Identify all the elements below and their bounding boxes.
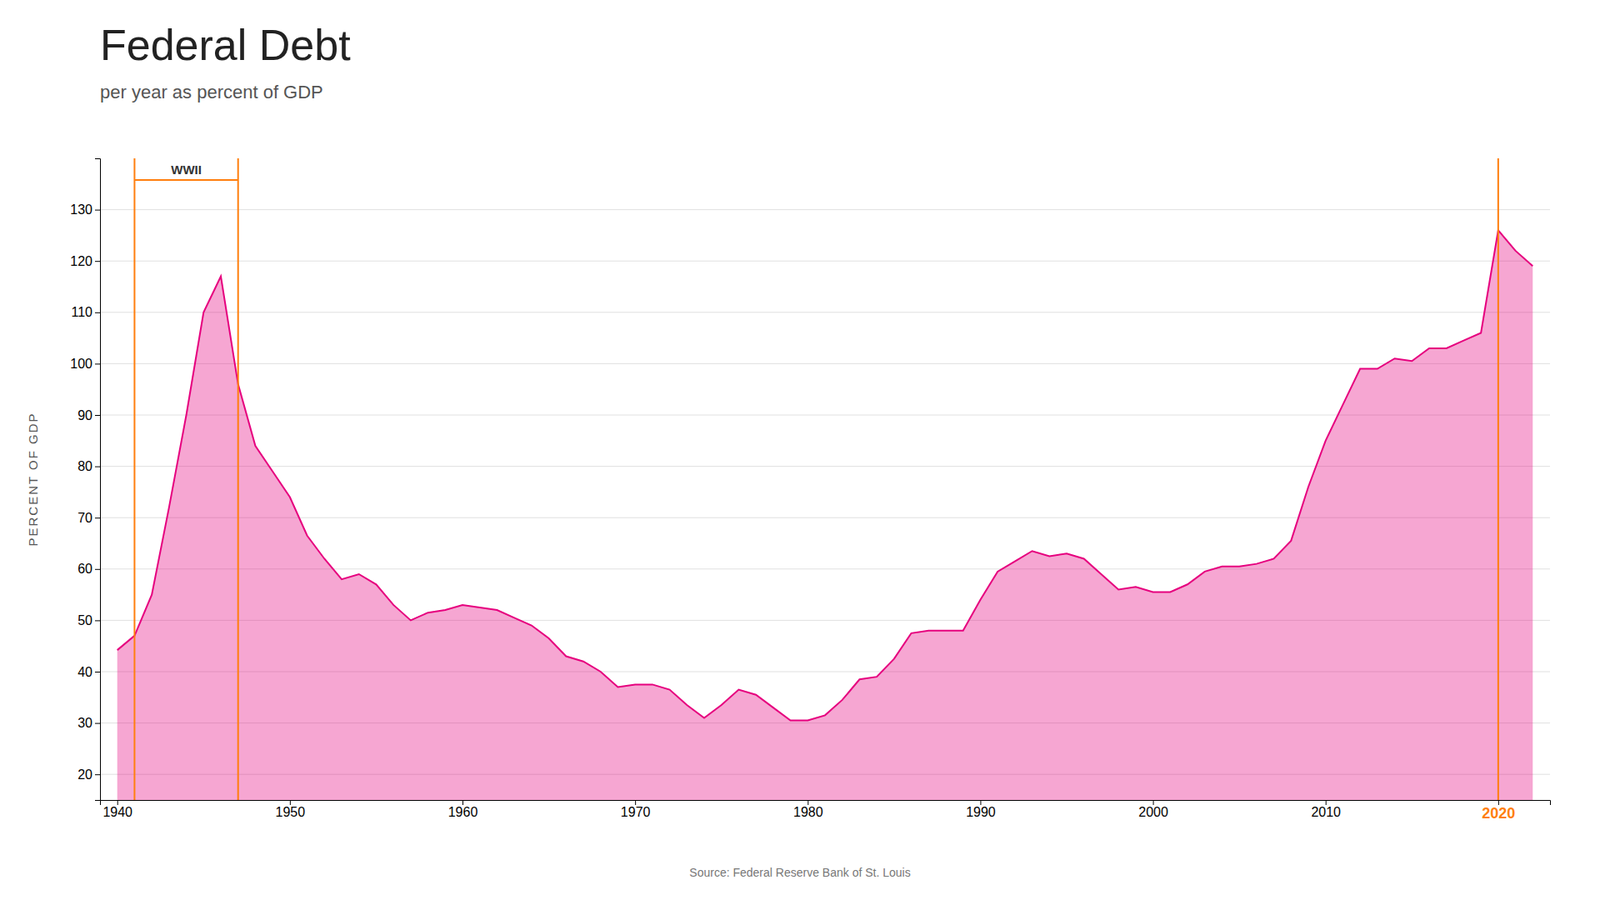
x-axis: 1940 1950 1960 1970 1980 1990 2000 2010 2020 xyxy=(100,800,1551,822)
x-tick-mark xyxy=(980,800,981,805)
y-tick: 60 xyxy=(77,561,100,576)
x-tick-mark xyxy=(290,800,291,805)
grid-line xyxy=(100,363,1550,365)
chart: Federal Debt per year as percent of GDP So… xyxy=(0,0,1600,900)
x-tick: 1970 xyxy=(620,800,651,820)
x-tick: 2010 xyxy=(1310,800,1341,820)
y-axis-title: PERCENT OF GDP xyxy=(25,411,40,546)
y-tick: 90 xyxy=(77,408,100,423)
y-tick-label: 50 xyxy=(77,613,93,628)
y-tick-mark xyxy=(95,569,100,570)
x-tick-label: 1940 xyxy=(102,805,133,820)
y-tick-label: 60 xyxy=(77,561,93,576)
annotation-labels: WWII xyxy=(170,162,202,177)
x-tick-mark xyxy=(635,800,636,805)
annotation-line xyxy=(133,158,135,800)
y-tick-mark xyxy=(95,415,100,416)
y-axis-line xyxy=(95,159,101,801)
y-tick-label: 130 xyxy=(70,202,93,217)
x-tick-label: 2000 xyxy=(1138,805,1169,820)
x-tick-mark xyxy=(1153,800,1155,805)
annotation-line xyxy=(1497,158,1500,800)
y-tick-label: 110 xyxy=(70,305,93,320)
x-tick: 1960 xyxy=(448,800,479,820)
x-tick-label: 1950 xyxy=(275,805,306,820)
y-tick: 100 xyxy=(70,356,100,371)
y-tick-label: 120 xyxy=(70,254,93,269)
y-tick: 110 xyxy=(70,305,100,320)
y-tick: 50 xyxy=(77,613,100,628)
y-tick-label: 30 xyxy=(77,715,93,730)
x-tick: 1990 xyxy=(965,800,996,820)
data-group xyxy=(117,158,1534,800)
y-tick-mark xyxy=(95,363,100,365)
y-tick-mark xyxy=(95,723,100,725)
y-tick: 40 xyxy=(77,665,100,680)
x-tick-label: 1990 xyxy=(965,805,996,820)
annotation-label: WWII xyxy=(170,162,202,177)
area xyxy=(117,230,1534,800)
y-tick-mark xyxy=(95,312,100,314)
y-axis: 20 30 40 50 60 70 80 90 100 110 120 130 xyxy=(70,159,100,801)
y-tick-mark xyxy=(95,260,100,262)
x-tick: 1950 xyxy=(275,800,306,820)
x-tick-mark xyxy=(462,800,464,805)
subtitle: per year as percent of GDP xyxy=(100,81,324,103)
source: Source: Federal Reserve Bank of St. Loui… xyxy=(689,865,910,880)
y-tick-label: 90 xyxy=(77,408,93,423)
x-tick: 1980 xyxy=(793,800,824,820)
y-tick-label: 100 xyxy=(70,356,93,371)
y-tick-mark xyxy=(95,517,100,519)
y-tick-mark xyxy=(95,210,100,211)
x-tick-label: 1960 xyxy=(448,805,479,820)
grid-line xyxy=(100,260,1550,262)
annotation-bracket xyxy=(134,179,238,181)
y-tick-label: 80 xyxy=(77,459,93,474)
grid-line xyxy=(100,415,1550,416)
x-tick-mark xyxy=(1325,800,1327,805)
x-tick-mark xyxy=(807,800,809,805)
x-tick-mark xyxy=(117,800,119,805)
title: Federal Debt xyxy=(100,20,351,70)
y-tick: 80 xyxy=(77,459,100,474)
y-tick-label: 20 xyxy=(77,767,93,782)
x-tick: 2000 xyxy=(1138,800,1169,820)
y-tick-mark xyxy=(95,620,100,621)
x-tick-label: 2020 xyxy=(1481,805,1515,822)
y-tick: 20 xyxy=(77,767,100,782)
plot-area: WWII194019501960197019801990200020102020… xyxy=(25,158,1551,822)
x-tick: 2020 xyxy=(1481,800,1515,822)
y-tick-label: 40 xyxy=(77,665,93,680)
x-tick-label: 1980 xyxy=(793,805,824,820)
y-tick-mark xyxy=(95,671,100,673)
y-tick-label: 70 xyxy=(77,510,93,525)
annotation-line xyxy=(237,158,240,800)
line xyxy=(117,230,1534,720)
grid-line xyxy=(100,311,1550,313)
y-tick: 70 xyxy=(77,510,100,525)
x-tick: 1940 xyxy=(102,800,133,820)
grid-line xyxy=(100,209,1550,210)
y-tick: 130 xyxy=(70,202,100,217)
x-tick-label: 2010 xyxy=(1310,805,1341,820)
y-tick: 30 xyxy=(77,715,100,730)
y-tick: 120 xyxy=(70,254,100,269)
x-tick-label: 1970 xyxy=(620,805,651,820)
y-tick-mark xyxy=(95,466,100,468)
x-axis-line xyxy=(100,800,1551,806)
y-tick-mark xyxy=(95,774,100,775)
